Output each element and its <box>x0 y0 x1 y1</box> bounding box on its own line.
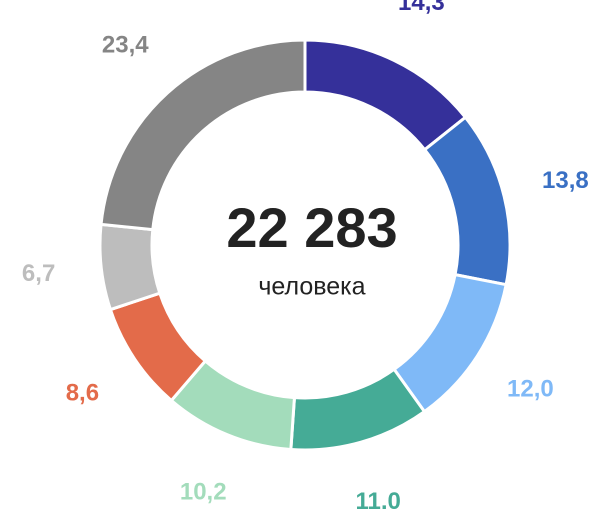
value-label: 11,0 <box>355 488 400 509</box>
value-label: 23,4 <box>102 32 149 59</box>
value-label: 8,6 <box>66 380 99 407</box>
value-label: 13,8 <box>542 167 589 194</box>
donut-segment <box>303 38 468 152</box>
value-label: 14,3 <box>398 0 445 16</box>
center-value: 22 283 <box>226 196 397 259</box>
donut-segment <box>422 115 512 287</box>
value-label: 6,7 <box>22 260 55 287</box>
donut-segment <box>98 222 162 312</box>
center-subtext: человека <box>258 273 365 301</box>
donut-segment <box>289 367 427 452</box>
value-label: 12,0 <box>507 375 554 402</box>
value-label: 10,2 <box>180 478 227 505</box>
donut-segment <box>99 38 307 232</box>
